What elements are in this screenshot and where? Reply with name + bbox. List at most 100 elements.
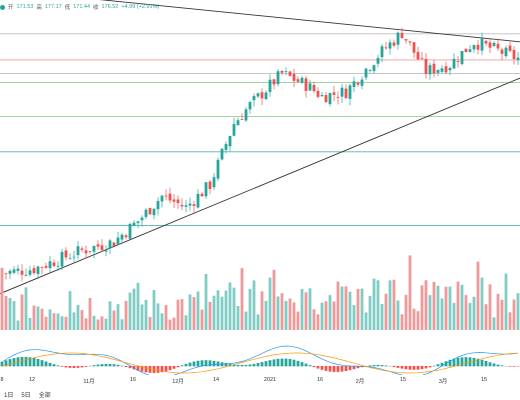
candle-body	[356, 82, 360, 85]
macd-histogram-bar	[104, 363, 108, 367]
volume-bar	[240, 268, 244, 330]
volume-bar	[204, 273, 208, 330]
macd-histogram-bar	[472, 357, 476, 367]
macd-histogram-bar	[68, 366, 72, 368]
volume-bar	[464, 295, 468, 330]
volume-bar	[4, 295, 8, 330]
volume-bar	[112, 310, 116, 330]
candle-body	[368, 70, 372, 71]
candle-body	[456, 61, 460, 62]
macd-histogram-bar	[144, 366, 148, 373]
candle-body	[280, 70, 284, 73]
macd-histogram-bar	[156, 366, 160, 373]
candle-body	[168, 193, 172, 201]
volume-bar	[424, 280, 428, 330]
volume-bar	[360, 288, 364, 330]
volume-bar	[224, 290, 228, 330]
high-value: 177.17	[44, 4, 62, 10]
volume-bar	[300, 288, 304, 330]
macd-histogram-bar	[332, 366, 336, 372]
macd-histogram-bar	[316, 366, 320, 369]
candle-body	[388, 42, 392, 49]
volume-bar	[92, 315, 96, 330]
macd-histogram-bar	[476, 358, 480, 367]
x-tick-label: 16	[129, 377, 137, 383]
candle-body	[512, 49, 516, 60]
candle-body	[56, 265, 60, 267]
candle-body	[216, 159, 220, 179]
macd-histogram-bar	[340, 366, 344, 372]
candle-body	[228, 135, 232, 147]
macd-histogram-bar	[312, 366, 316, 368]
candle-body	[284, 70, 288, 72]
price-chart[interactable]	[0, 0, 520, 378]
volume-bar	[120, 319, 124, 330]
candle-body	[156, 201, 160, 210]
macd-histogram-bar	[404, 366, 408, 370]
candle-body	[408, 41, 412, 43]
timeframe-1d[interactable]: 1日	[4, 392, 14, 399]
macd-histogram-bar	[464, 357, 468, 367]
candle-body	[308, 83, 312, 91]
macd-histogram-bar	[236, 364, 240, 367]
candle-body	[104, 250, 108, 252]
volume-bar	[412, 308, 416, 330]
macd-histogram-bar	[272, 359, 276, 367]
macd-histogram-bar	[264, 361, 268, 367]
macd-histogram-bar	[188, 362, 192, 367]
volume-bar	[292, 302, 296, 330]
volume-bar	[444, 286, 448, 330]
candle-body	[116, 237, 120, 245]
volume-bar	[448, 286, 452, 330]
macd-histogram-bar	[208, 360, 212, 367]
candle-body	[500, 49, 504, 54]
macd-histogram-bar	[44, 361, 48, 367]
macd-histogram-bar	[268, 360, 272, 367]
candle-body	[336, 97, 340, 98]
candle-body	[376, 57, 380, 64]
volume-bar	[372, 278, 376, 330]
candle-body	[48, 261, 52, 269]
candle-body	[272, 79, 276, 85]
ohlc-legend: 开 171.53 高 177.17 低 171.44 收 176.52 +4.99 (+…	[0, 2, 159, 12]
candle-body	[276, 71, 280, 85]
volume-bar	[172, 317, 176, 330]
candle-body	[40, 267, 44, 269]
timeframe-all[interactable]: 全部	[38, 392, 51, 399]
macd-histogram-bar	[196, 360, 200, 367]
volume-bar	[168, 319, 172, 330]
volume-bar	[216, 290, 220, 330]
timeframe-5d[interactable]: 5日	[21, 392, 31, 399]
macd-line	[1, 345, 519, 378]
macd-histogram-bar	[424, 366, 428, 369]
macd-histogram-bar	[92, 365, 96, 367]
volume-bar	[296, 311, 300, 330]
volume-bar	[84, 318, 88, 330]
macd-histogram-bar	[184, 363, 188, 367]
volume-bar	[384, 293, 388, 330]
candle-body	[164, 195, 168, 197]
volume-bar	[460, 284, 464, 330]
volume-bar	[124, 300, 128, 330]
macd-histogram-bar	[500, 365, 504, 367]
macd-histogram-bar	[456, 357, 460, 367]
macd-histogram-bar	[372, 365, 376, 367]
candle-body	[484, 40, 488, 44]
candle-body	[252, 96, 256, 101]
volume-bar	[24, 287, 28, 330]
candle-body	[348, 85, 352, 99]
volume-bar	[356, 288, 360, 330]
volume-bar	[400, 314, 404, 330]
volume-bar	[272, 269, 276, 330]
candle-body	[176, 199, 180, 204]
volume-bar	[316, 314, 320, 330]
volume-bar	[128, 292, 132, 330]
volume-bar	[268, 277, 272, 330]
candle-body	[32, 268, 36, 274]
candle-body	[12, 269, 16, 273]
candle-body	[60, 251, 64, 267]
candle-body	[360, 79, 364, 86]
volume-bar	[476, 261, 480, 330]
volume-bar	[512, 299, 516, 330]
